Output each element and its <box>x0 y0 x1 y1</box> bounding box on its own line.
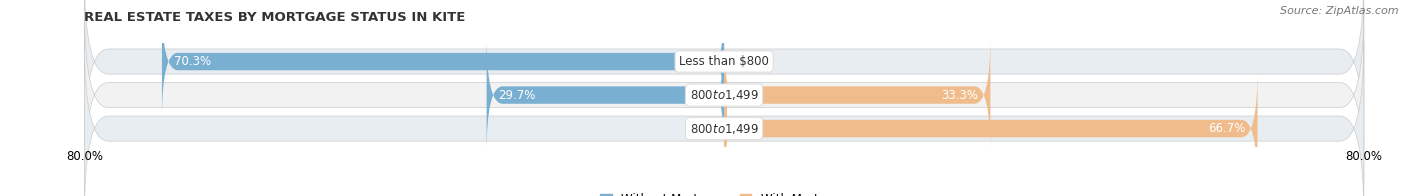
Text: 70.3%: 70.3% <box>174 55 211 68</box>
Text: $800 to $1,499: $800 to $1,499 <box>689 122 759 136</box>
FancyBboxPatch shape <box>724 37 990 153</box>
Legend: Without Mortgage, With Mortgage: Without Mortgage, With Mortgage <box>600 192 848 196</box>
Text: Less than $800: Less than $800 <box>679 55 769 68</box>
FancyBboxPatch shape <box>84 41 1364 196</box>
FancyBboxPatch shape <box>724 70 1257 187</box>
FancyBboxPatch shape <box>84 7 1364 183</box>
Text: Source: ZipAtlas.com: Source: ZipAtlas.com <box>1281 6 1399 16</box>
Text: $800 to $1,499: $800 to $1,499 <box>689 88 759 102</box>
Text: 0.0%: 0.0% <box>686 122 716 135</box>
Text: 33.3%: 33.3% <box>942 89 979 102</box>
FancyBboxPatch shape <box>162 3 724 120</box>
Text: 0.0%: 0.0% <box>733 55 762 68</box>
FancyBboxPatch shape <box>486 37 724 153</box>
Text: 66.7%: 66.7% <box>1208 122 1246 135</box>
FancyBboxPatch shape <box>84 0 1364 150</box>
Text: REAL ESTATE TAXES BY MORTGAGE STATUS IN KITE: REAL ESTATE TAXES BY MORTGAGE STATUS IN … <box>84 11 465 24</box>
Text: 29.7%: 29.7% <box>499 89 536 102</box>
